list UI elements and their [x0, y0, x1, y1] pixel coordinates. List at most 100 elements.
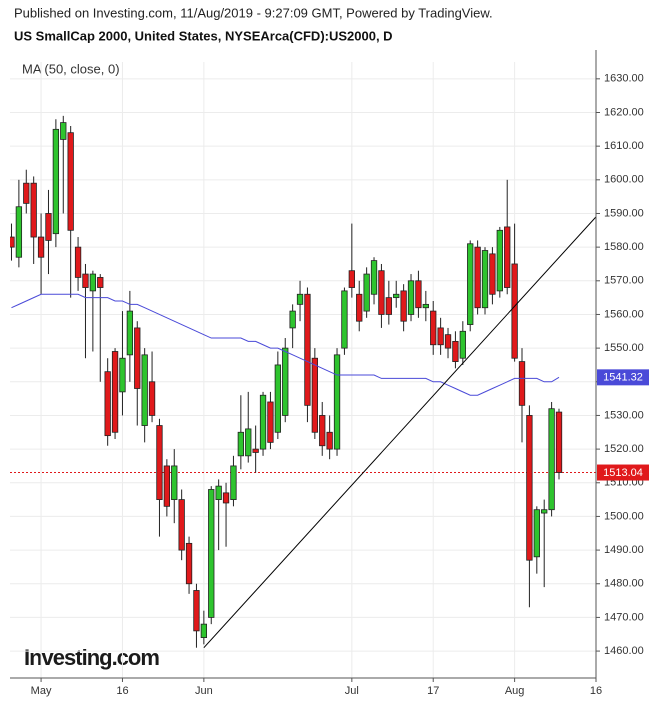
candle-body: [452, 340, 459, 362]
candle-body: [363, 273, 370, 312]
candle-body: [518, 361, 526, 406]
candle-body: [481, 250, 489, 309]
ma-last-box: [597, 369, 649, 386]
candle-body: [171, 465, 178, 500]
candle-body: [267, 401, 274, 443]
candle-body: [333, 354, 341, 450]
candle-body: [311, 357, 318, 433]
candle-body: [178, 499, 185, 551]
candle-body: [97, 277, 104, 288]
candle-body: [489, 253, 496, 295]
candle-body: [208, 489, 215, 618]
candle-body: [230, 465, 237, 500]
x-tick-label: Jun: [195, 685, 213, 697]
x-tick-label: May: [31, 685, 52, 697]
candle-body: [193, 590, 200, 632]
candle-body: [526, 415, 533, 561]
candle-body: [60, 122, 67, 140]
candle-body: [341, 290, 348, 349]
y-tick-label: 1500.00: [604, 510, 644, 522]
candle-body: [511, 263, 518, 359]
y-tick-label: 1520.00: [604, 443, 644, 455]
candle-body: [119, 357, 126, 393]
y-tick-label: 1570.00: [604, 275, 644, 287]
y-tick-label: 1580.00: [604, 241, 644, 253]
x-tick-label: 17: [427, 685, 439, 697]
candle-body: [222, 492, 230, 504]
x-tick-label: 16: [590, 685, 602, 697]
candle-body: [141, 354, 148, 426]
candle-body: [326, 431, 333, 450]
y-tick-label: 1610.00: [604, 140, 644, 152]
candle-body: [126, 310, 134, 356]
y-tick-label: 1480.00: [604, 578, 644, 590]
candle-body: [52, 128, 60, 235]
last-price-box: [597, 464, 649, 481]
candle-body: [89, 273, 97, 292]
candle-body: [82, 273, 89, 288]
x-tick-label: Aug: [505, 685, 525, 697]
candle-body: [400, 290, 407, 322]
y-tick-label: 1530.00: [604, 409, 644, 421]
candle-body: [104, 371, 111, 437]
candle-body: [111, 351, 119, 433]
candle-body: [541, 509, 548, 514]
candle-body: [474, 246, 481, 309]
y-tick-label: 1460.00: [604, 645, 644, 657]
candle-body: [467, 243, 474, 325]
y-tick-label: 1550.00: [604, 342, 644, 354]
candle-body: [67, 132, 74, 231]
trendline: [203, 216, 596, 649]
candle-body: [252, 448, 259, 453]
candle-body: [348, 270, 355, 288]
candle-body: [289, 310, 296, 329]
candle-body: [45, 213, 52, 241]
candle-body: [430, 310, 437, 346]
plot-layer: [10, 62, 596, 678]
y-tick-label: 1470.00: [604, 611, 644, 623]
x-tick-label: Jul: [345, 685, 359, 697]
candle-body: [555, 411, 563, 473]
ma-line: [11, 293, 560, 396]
y-tick-label: 1630.00: [604, 73, 644, 85]
candle-body: [437, 327, 444, 346]
candle-body: [23, 182, 30, 204]
candle-body: [304, 293, 311, 406]
watermark: Investing.com: [24, 645, 159, 670]
ma-last-label: 1541.32: [603, 372, 643, 384]
candle-body: [134, 327, 141, 389]
candle-body: [37, 236, 45, 258]
y-tick-label: 1620.00: [604, 106, 644, 118]
candle-body: [282, 347, 289, 416]
candle-body: [370, 260, 378, 295]
candle-body: [296, 293, 304, 305]
candle-body: [415, 280, 422, 309]
chart-title: US SmallCap 2000, United States, NYSEArc…: [14, 28, 393, 43]
y-tick-label: 1590.00: [604, 207, 644, 219]
candle-body: [15, 206, 23, 258]
candle-body: [200, 623, 208, 639]
candle-body: [444, 334, 452, 349]
candle-body: [496, 229, 503, 292]
candle-body: [163, 465, 171, 507]
candle-body: [504, 226, 511, 288]
candle-body: [459, 330, 466, 359]
candle-body: [185, 542, 193, 585]
y-tick-label: 1560.00: [604, 308, 644, 320]
candle-body: [378, 270, 385, 315]
source-line: Published on Investing.com, 11/Aug/2019 …: [14, 5, 493, 20]
last-price-label: 1513.04: [603, 467, 643, 479]
candle-body: [148, 381, 156, 416]
candle-body: [533, 509, 540, 558]
candle-body: [259, 394, 267, 450]
candle-body: [74, 246, 82, 278]
candle-body: [385, 297, 392, 315]
candle-body: [10, 236, 15, 248]
candle-body: [245, 428, 252, 457]
candle-body: [319, 415, 326, 447]
indicator-label: MA (50, close, 0): [22, 61, 120, 76]
x-tick-label: 16: [116, 685, 128, 697]
candle-body: [422, 303, 429, 309]
candle-body: [156, 425, 163, 500]
